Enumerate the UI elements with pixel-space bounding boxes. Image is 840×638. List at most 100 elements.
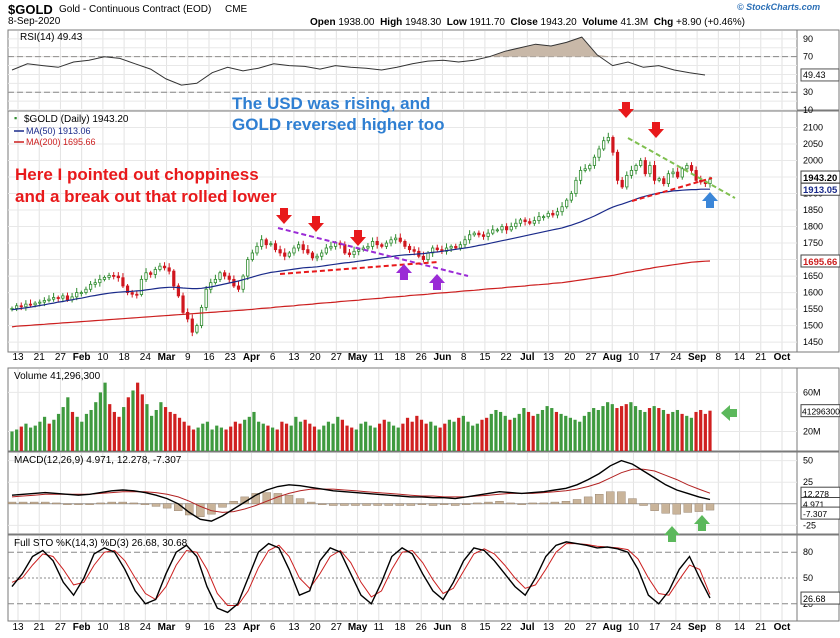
volume-bar — [80, 421, 84, 451]
candle — [144, 272, 148, 280]
red-down-arrow — [308, 216, 324, 232]
macd-histogram-bar — [118, 501, 127, 504]
volume-bar — [182, 421, 186, 451]
x-tick-label: 20 — [564, 352, 576, 363]
candle — [602, 140, 606, 150]
x-tick-label: 27 — [55, 622, 67, 633]
volume-bar — [429, 421, 433, 451]
x-tick-label: Oct — [774, 352, 791, 363]
macd-histogram-bar — [650, 503, 659, 511]
macd-histogram-bar — [595, 494, 604, 504]
candle — [33, 302, 37, 306]
macd-histogram-bar — [484, 501, 493, 504]
volume-bar — [340, 419, 344, 451]
candle — [532, 220, 536, 224]
candle — [292, 247, 296, 254]
volume-bar — [359, 423, 363, 451]
macd-histogram-bar — [694, 503, 704, 512]
x-tick-label: 15 — [479, 352, 491, 363]
volume-bar — [233, 421, 237, 451]
x-tick-label: 24 — [670, 622, 682, 633]
macd-histogram-bar — [373, 503, 382, 506]
candle — [578, 170, 583, 181]
header-bar: $GOLD Gold - Continuous Contract (EOD) C… — [0, 0, 840, 28]
volume-bar — [378, 423, 382, 451]
macd-histogram-bar — [229, 501, 238, 504]
candle — [394, 237, 398, 241]
x-tick-label: 8 — [461, 352, 467, 363]
macd-histogram-bar — [218, 503, 227, 508]
volume-bar — [410, 421, 414, 451]
vol-y-tick: 20M — [803, 426, 821, 436]
candle — [269, 243, 273, 246]
x-tick-label: 26 — [416, 352, 428, 363]
candle — [273, 243, 278, 251]
macd-histogram-bar — [539, 502, 549, 505]
volume-bar — [10, 431, 14, 451]
candle — [592, 156, 597, 166]
volume-bar — [75, 416, 79, 451]
x-tick-label: 16 — [203, 352, 215, 363]
macd-histogram-bar — [318, 503, 327, 505]
volume-bar — [103, 382, 107, 451]
volume-bar — [368, 425, 372, 451]
volume-bar — [257, 421, 261, 451]
candle — [162, 265, 167, 269]
candle — [606, 137, 610, 142]
rsi-y-tick: 90 — [803, 34, 813, 44]
x-tick-label: 23 — [225, 622, 237, 633]
green-trendline — [627, 137, 736, 199]
volume-bar — [526, 411, 531, 451]
price-y-tick: 1800 — [803, 222, 823, 232]
volume-bar — [415, 415, 419, 451]
x-tick-label: 21 — [34, 352, 46, 363]
volume-bar — [173, 413, 177, 451]
candle — [546, 212, 550, 218]
volume-bar — [243, 419, 247, 451]
x-tick-label: Aug — [602, 352, 621, 363]
macd-histogram-bar — [340, 503, 349, 506]
volume-bar — [126, 397, 130, 451]
candle — [93, 282, 97, 285]
volume-bar — [573, 419, 577, 451]
candle — [320, 252, 324, 257]
header-date: 8-Sep-2020 — [8, 16, 61, 27]
volume-bar — [33, 425, 37, 451]
description: Gold - Continuous Contract (EOD) — [59, 4, 212, 15]
candle — [329, 245, 333, 249]
candle — [666, 173, 670, 185]
candle — [518, 219, 523, 224]
macd-histogram-bar — [395, 503, 404, 506]
macd-histogram-bar — [329, 503, 338, 506]
sto-y-tick: 80 — [803, 547, 813, 557]
volume-bar — [326, 421, 331, 451]
volume-bar — [512, 417, 517, 451]
candle — [537, 216, 541, 222]
candle — [352, 250, 356, 256]
macd-histogram-bar — [74, 503, 83, 505]
volume-bar — [229, 426, 233, 451]
rsi-y-tick: 70 — [803, 52, 813, 62]
volume-bar — [42, 416, 47, 451]
x-tick-label: 13 — [543, 352, 555, 363]
candle — [370, 241, 375, 247]
rsi-overbought-fill — [12, 37, 705, 57]
price-y-tick: 1850 — [803, 205, 823, 215]
volume-bar — [84, 413, 89, 451]
volume-bar — [466, 421, 470, 451]
volume-bar — [680, 413, 684, 451]
x-tick-label: Sep — [688, 352, 706, 363]
x-tick-label: 13 — [12, 622, 24, 633]
x-tick-label: 17 — [649, 622, 661, 633]
candle — [481, 234, 486, 237]
candle — [75, 292, 79, 298]
volume-bar — [545, 406, 549, 451]
candle — [28, 303, 33, 306]
price-y-tick: 1750 — [803, 238, 823, 248]
candle — [236, 285, 241, 290]
legend-gold-icon: ▪ — [14, 113, 17, 123]
ma200-label: 1695.66 — [803, 257, 837, 268]
legend-ma50: MA(50) 1913.06 — [26, 126, 91, 136]
macd-histogram-bar — [284, 494, 294, 504]
volume-bar — [270, 427, 275, 451]
